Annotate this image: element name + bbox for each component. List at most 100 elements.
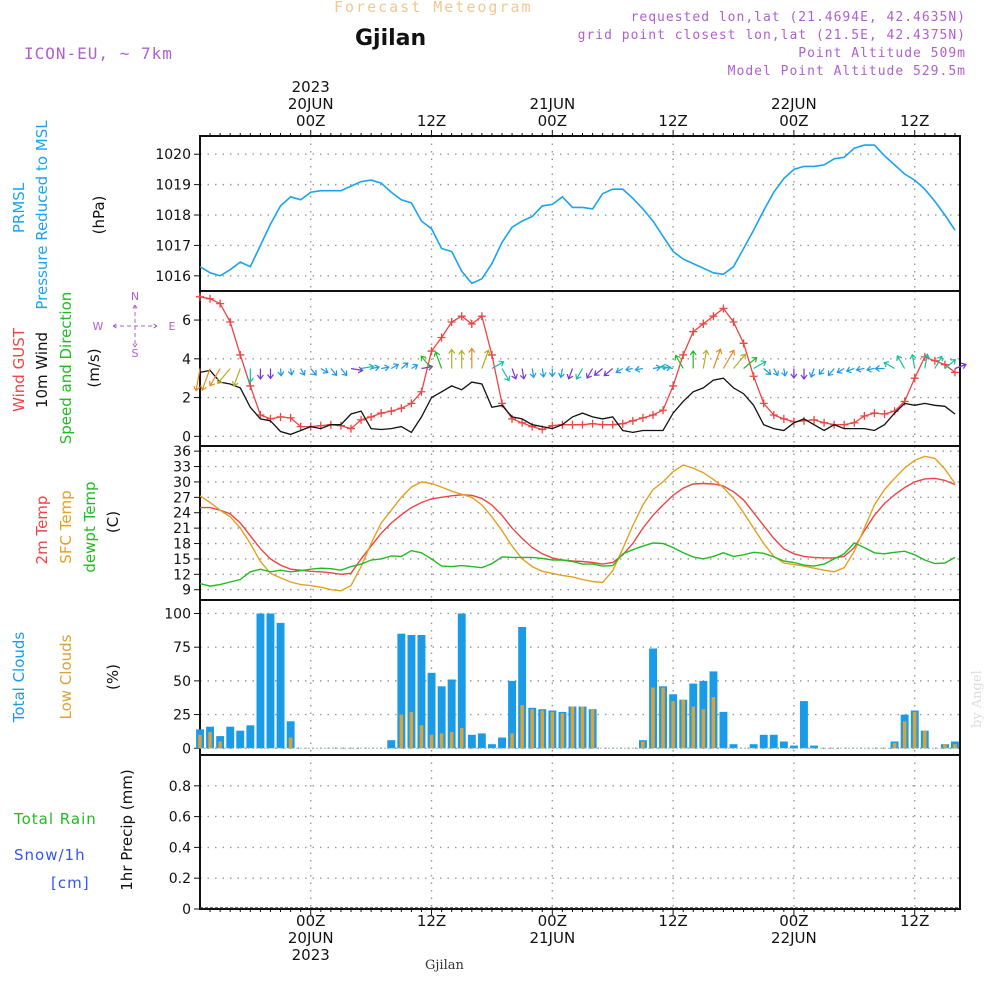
total-cloud-bar [387,740,396,749]
time-label-bottom: 12Z [658,912,687,930]
low-cloud-bar [419,725,424,749]
low-cloud-bar [701,709,705,749]
wind-arrow [909,353,917,369]
time-label-bottom: 12Z [900,912,929,930]
label-c: (C) [104,511,122,533]
label-1hr-precip: 1hr Precip (mm) [118,769,136,890]
label-sfc-temp: SFC Temp [57,490,75,563]
y-tick-label: 1019 [155,178,191,194]
low-cloud-bar [520,705,524,749]
y-tick-label: 0.4 [169,840,191,856]
total-cloud-bar [286,721,295,749]
y-tick-label: 0 [182,429,191,445]
gust-point [648,411,657,419]
gust-point [417,387,426,396]
time-label-top: 00Z [296,112,325,130]
wind-arrow [866,365,875,373]
gust-point [568,420,577,429]
y-tick-label: 100 [164,606,191,622]
wind-arrow [350,366,364,374]
y-tick-label: 6 [182,313,191,329]
wind-arrow [585,368,594,379]
wind-arrow [660,363,674,371]
wind-arrow [468,347,476,369]
wind-arrow [763,368,772,375]
gust-point [618,419,627,428]
time-label-top: 2023 [292,78,330,96]
wind-arrow [193,368,201,392]
total-cloud-bar [447,679,456,749]
time-label-top: 21JUN [529,95,575,113]
low-cloud-bar [892,742,897,749]
gust-point [236,350,245,359]
wind-arrow [360,363,375,371]
wind-arrow [529,368,537,379]
gust-point [910,374,919,383]
total-cloud-bar [508,680,516,749]
y-tick-label: 1017 [155,238,191,254]
wind-arrow [808,368,816,378]
wind-arrow [310,368,317,376]
wind-arrow [390,363,400,370]
gust-point [608,420,617,429]
wind-arrow [603,368,614,377]
dewpt-line [199,542,956,587]
label-snow: Snow/1h [14,846,86,864]
wind-arrow [934,355,943,369]
wind-arrow [575,368,584,380]
low-cloud-bar [439,733,444,749]
y-tick-label: 12 [173,567,191,583]
wind-arrow [501,368,511,382]
wind-arrow [896,355,906,369]
y-tick-label: 0 [182,741,191,757]
low-cloud-bar [943,744,947,749]
gust-point [950,368,959,377]
y-tick-label: 1016 [155,269,191,285]
gust-point [689,327,698,336]
gust-point [860,411,869,420]
total-cloud-bar [457,613,466,749]
wind-arrow [845,366,855,374]
gust-point [427,347,436,356]
gust-point [336,421,345,430]
gust-point [196,292,204,301]
time-label-top: 12Z [417,112,446,130]
wind-arrow [743,356,758,369]
total-cloud-bar [759,734,768,749]
wind-arrow [593,368,603,376]
gust-point [769,411,778,419]
low-cloud-bar [530,709,534,749]
time-label-bottom: 2023 [292,946,330,964]
point-altitude: Point Altitude 509m [798,46,966,61]
low-cloud-bar [912,711,917,749]
time-label-bottom: 00Z [538,912,567,930]
low-cloud-bar [902,721,907,749]
wind-arrow [411,363,419,370]
low-cloud-bar [208,732,212,749]
gust-point [377,409,386,418]
total-cloud-bar [729,744,738,749]
gust-point [367,412,376,421]
gust-point [940,360,949,369]
label-dewpt-temp: dewpt Temp [81,481,99,572]
y-tick-label: 50 [173,674,191,690]
y-tick-label: 27 [173,490,191,506]
gust-point [407,399,416,408]
wind-arrow [511,368,518,380]
wind-arrow [287,368,295,376]
gust-point [930,356,939,365]
total-cloud-bar [427,672,436,749]
wind-arrow [712,348,723,369]
total-cloud-bar [800,701,808,749]
wind-arrow [781,368,788,377]
low-cloud-bar [923,730,927,749]
total-cloud-bar [518,627,527,749]
total-cloud-bar [779,741,788,749]
y-tick-label: 1018 [155,208,191,224]
low-cloud-bar [550,711,555,749]
y-tick-label: 25 [173,708,191,724]
label-hpa: (hPa) [90,196,108,235]
low-cloud-bar [510,733,514,749]
compass-e: E [169,320,176,333]
total-cloud-bar [236,730,245,749]
